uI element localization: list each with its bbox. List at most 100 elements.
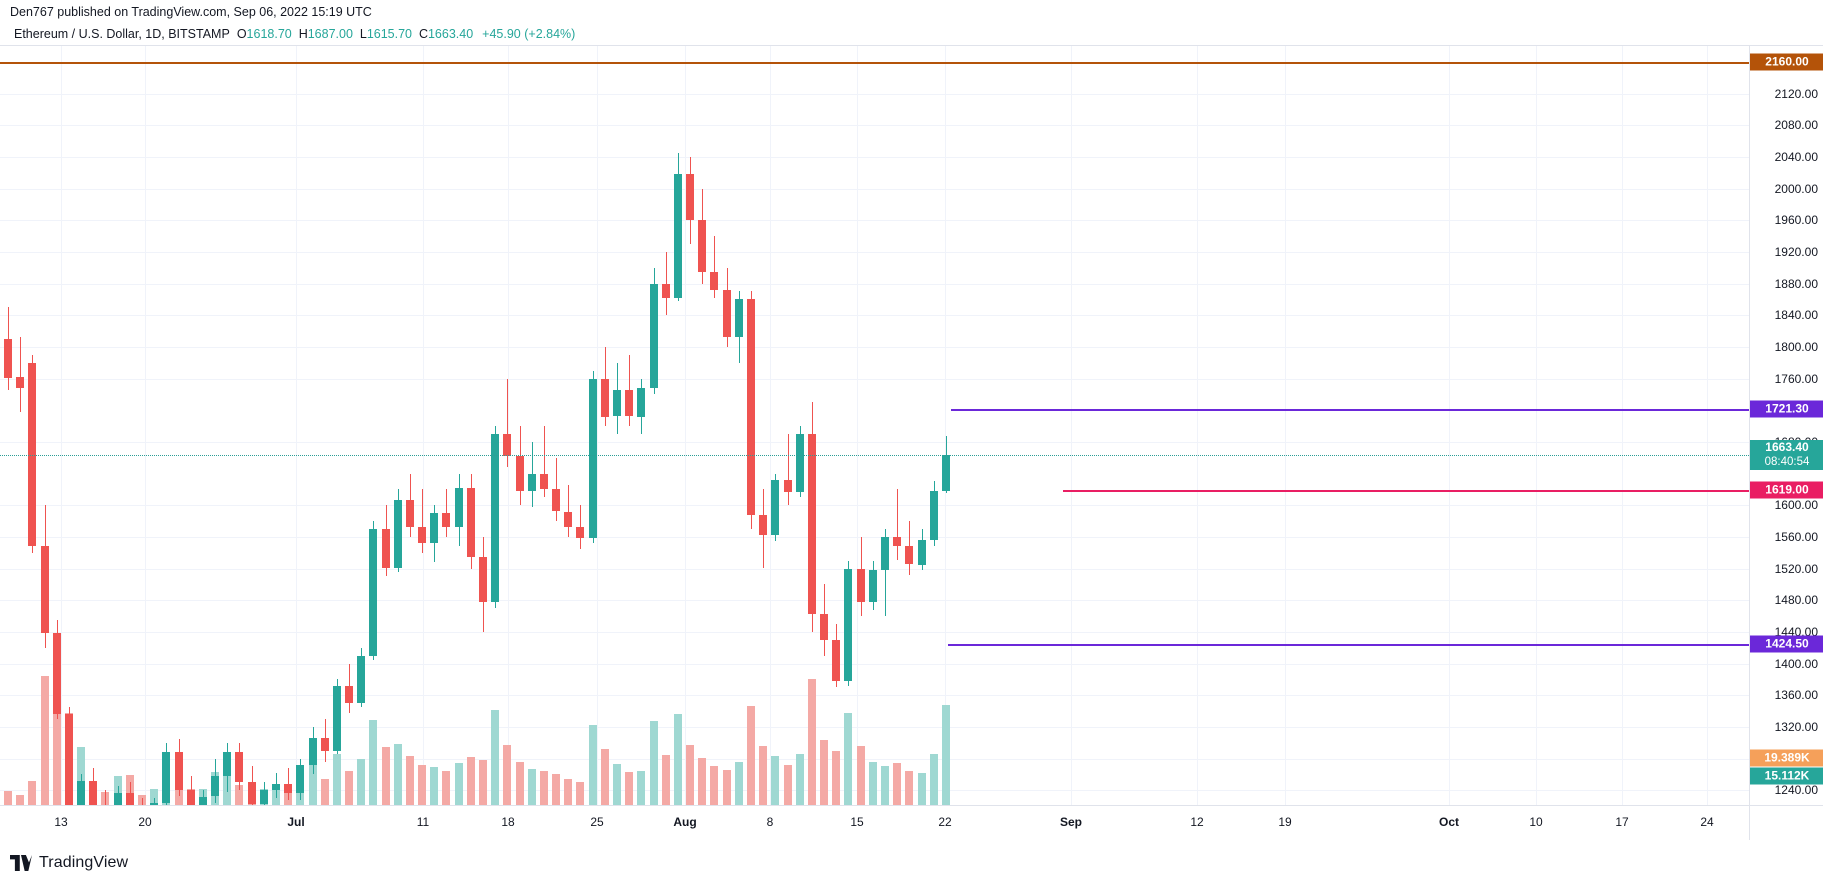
candle-body-up <box>113 792 122 806</box>
candle-body-down <box>807 433 816 615</box>
gridline-horizontal <box>0 156 1749 158</box>
volume-bar <box>746 706 755 806</box>
volume-bar <box>941 704 950 806</box>
plot-area[interactable] <box>0 45 1749 806</box>
candle-body-up <box>734 299 743 338</box>
candle-body-up <box>223 752 232 776</box>
last-price-line <box>0 455 1749 456</box>
candle-body-up <box>162 752 171 803</box>
gridline-horizontal <box>0 536 1749 538</box>
volume-bar <box>52 708 61 806</box>
candle-body-up <box>77 780 86 806</box>
candle-body-down <box>783 479 792 493</box>
candle-wick <box>788 433 789 506</box>
time-tick-label: 8 <box>766 815 774 829</box>
entry-line[interactable] <box>1063 490 1749 493</box>
volume-bar <box>917 772 926 806</box>
volume-bar <box>381 747 390 806</box>
time-tick-label: 25 <box>590 815 604 829</box>
volume-bar <box>515 761 524 806</box>
gridline-vertical <box>945 46 946 806</box>
candle-body-up <box>868 570 877 602</box>
price-tick-label: 2080.00 <box>1774 118 1818 133</box>
gridline-vertical <box>1449 46 1450 806</box>
candle-body-down <box>125 792 134 806</box>
close-value: 1663.40 <box>427 27 474 41</box>
price-tick-label: 2120.00 <box>1774 86 1818 101</box>
entry-badge[interactable]: 1619.00 <box>1750 481 1823 499</box>
resistance-badge[interactable]: 1721.30 <box>1750 400 1823 418</box>
candle-body-up <box>296 764 305 794</box>
volume-bar <box>454 763 463 806</box>
volume-bar <box>686 745 695 806</box>
price-axis[interactable]: USD 2160.002120.002080.002040.002000.001… <box>1749 45 1823 806</box>
time-axis[interactable]: 13 20 Jul 11 18 25 Aug 8 15 22 Sep 12 19 Oct 10 17 24 <box>0 805 1749 841</box>
candle-body-down <box>698 220 707 272</box>
gridline-horizontal <box>0 283 1749 285</box>
volume-bar <box>576 781 585 806</box>
candle-body-up <box>771 479 780 536</box>
gridline-horizontal <box>0 346 1749 348</box>
volume-bar <box>479 759 488 806</box>
time-tick-label: 13 <box>54 815 68 829</box>
price-tick-label: 1400.00 <box>1774 656 1818 671</box>
chart-frame: USD 2160.002120.002080.002040.002000.001… <box>0 45 1823 841</box>
volume-bar <box>16 795 25 806</box>
badge-price: 1663.40 <box>1765 440 1809 454</box>
candle-body-up <box>308 737 317 765</box>
publisher-bar: Den767 published on TradingView.com, Sep… <box>0 0 1823 23</box>
tradingview-brand: TradingView <box>39 853 129 871</box>
volume-bar <box>759 746 768 806</box>
volume-bar <box>125 774 134 806</box>
gridline-vertical <box>1071 46 1072 806</box>
candle-body-up <box>844 568 853 681</box>
top-marker-line[interactable] <box>0 61 1749 64</box>
volume-bar <box>405 756 414 806</box>
gridline-horizontal <box>0 568 1749 570</box>
gridline-vertical <box>857 46 858 806</box>
volume-bar <box>625 771 634 806</box>
candle-body-down <box>442 513 451 528</box>
volume-bar <box>844 712 853 806</box>
volume-bar <box>442 771 451 806</box>
volume-bar <box>271 785 280 806</box>
candle-body-up <box>880 536 889 570</box>
price-tick-label: 1240.00 <box>1774 783 1818 798</box>
candle-body-down <box>564 511 573 528</box>
volume-bar <box>856 745 865 806</box>
volume-ma-badge[interactable]: 19.389K <box>1750 749 1823 767</box>
candle-body-up <box>198 796 207 806</box>
symbol-label[interactable]: Ethereum / U.S. Dollar, 1D, BITSTAMP <box>14 27 230 41</box>
volume-bar <box>588 724 597 806</box>
volume-bar <box>613 764 621 806</box>
candle-body-up <box>649 283 658 388</box>
high-level-badge[interactable]: 2160.00 <box>1750 53 1823 71</box>
candle-body-down <box>40 546 49 634</box>
publisher-text: Den767 published on TradingView.com, Sep… <box>10 4 372 19</box>
candle-wick <box>885 528 886 616</box>
volume-badge[interactable]: 15.112K <box>1750 767 1823 785</box>
gridline-horizontal <box>0 663 1749 665</box>
open-value: 1618.70 <box>246 27 292 41</box>
volume-bar <box>893 763 902 806</box>
candle-body-down <box>893 536 902 547</box>
candle-wick <box>105 790 106 806</box>
candle-body-up <box>917 540 926 565</box>
candle-body-up <box>150 802 159 806</box>
support-line[interactable] <box>948 644 1749 647</box>
support-badge[interactable]: 1424.50 <box>1750 635 1823 653</box>
volume-bar <box>503 745 512 806</box>
candle-body-down <box>284 783 293 794</box>
volume-bar <box>698 757 707 806</box>
candle-body-down <box>503 433 512 457</box>
chart-legend: Ethereum / U.S. Dollar, 1D, BITSTAMP O16… <box>0 23 1823 45</box>
time-tick-label: Oct <box>1438 815 1460 829</box>
volume-bar <box>113 775 122 806</box>
time-tick-label: 22 <box>938 815 952 829</box>
candle-body-down <box>856 568 865 602</box>
volume-bar <box>649 720 658 806</box>
price-tick-label: 1360.00 <box>1774 688 1818 703</box>
candle-body-down <box>89 780 98 806</box>
resistance-line[interactable] <box>951 409 1749 412</box>
last-price-badge[interactable]: 1663.40 08:40:54 <box>1750 440 1823 470</box>
